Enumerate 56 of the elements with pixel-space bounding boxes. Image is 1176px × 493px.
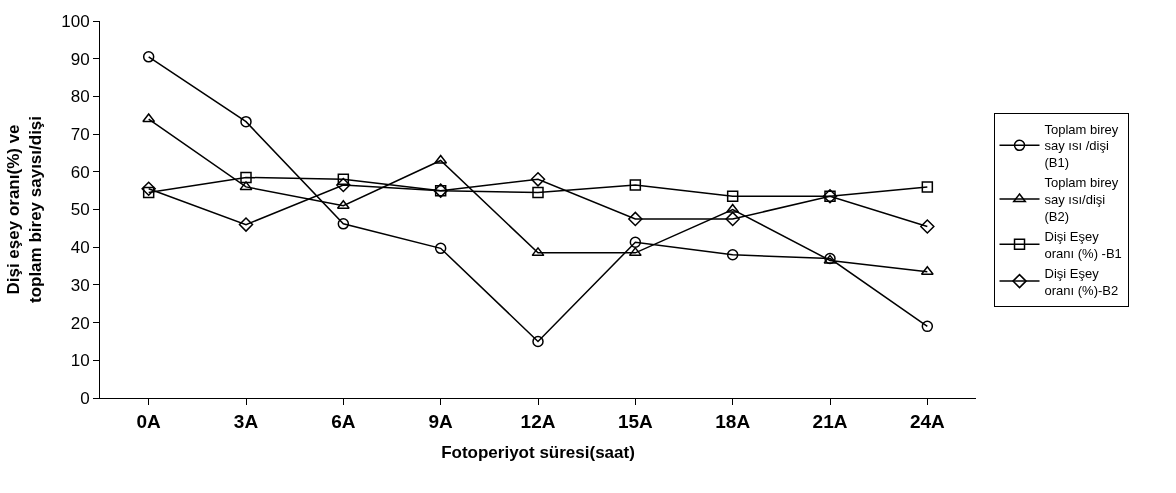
point xyxy=(530,172,546,187)
point xyxy=(336,177,351,193)
point xyxy=(629,179,642,191)
legend-label: Dişi Eşey oranı (%)-B2 xyxy=(1044,265,1119,298)
point xyxy=(142,113,156,123)
point xyxy=(921,181,934,193)
x-tick-label: 21A xyxy=(812,410,848,432)
point xyxy=(628,247,642,257)
legend-label: Toplam birey say ısı /dişi (B1) xyxy=(1044,121,1119,171)
point xyxy=(337,173,350,186)
x-axis-title: Fotoperiyot süresi(saat) xyxy=(441,443,635,463)
point xyxy=(142,186,155,199)
x-tick-label: 15A xyxy=(617,410,654,432)
point xyxy=(337,218,350,230)
point xyxy=(921,320,934,333)
x-tick-label: 0A xyxy=(136,410,162,432)
point xyxy=(141,181,156,197)
point xyxy=(628,211,643,227)
x-tick-label: 3A xyxy=(233,410,259,432)
x-tick-label: 18A xyxy=(715,410,751,432)
y-tick-label: 100 xyxy=(61,11,90,31)
point xyxy=(629,236,642,249)
point xyxy=(531,247,545,257)
point xyxy=(238,217,254,232)
point xyxy=(434,154,448,164)
x-tick-label: 9A xyxy=(428,410,454,432)
y-tick-label: 20 xyxy=(70,313,90,333)
point xyxy=(920,219,935,234)
y-tick-label: 0 xyxy=(80,388,90,408)
y-tick-label: 10 xyxy=(70,351,90,371)
point xyxy=(726,248,739,261)
point xyxy=(434,242,447,255)
x-tick-label: 6A xyxy=(331,410,356,432)
y-tick-label: 50 xyxy=(70,200,90,220)
x-tick-label: 24A xyxy=(909,410,946,432)
y-axis-title: Dişi eşey oranı(%) ve toplam birey sayısı/dişi xyxy=(3,115,45,304)
point xyxy=(726,190,739,203)
y-tick-label: 70 xyxy=(70,125,90,145)
point xyxy=(240,115,252,128)
y-tick-label: 60 xyxy=(70,162,90,182)
y-tick-label: 80 xyxy=(70,87,90,107)
y-tick-label: 90 xyxy=(70,49,90,69)
point xyxy=(239,181,253,191)
y-tick-label: 40 xyxy=(70,238,90,258)
point xyxy=(240,171,252,184)
y-tick-label: 30 xyxy=(70,275,90,295)
point xyxy=(726,203,740,213)
legend-label: Toplam birey say ısı/dişi (B2) xyxy=(1044,175,1119,225)
point xyxy=(142,51,155,63)
point xyxy=(532,186,544,199)
legend-label: Dişi Eşey oranı (%) -B1 xyxy=(1044,228,1122,261)
x-tick-label: 12A xyxy=(520,410,556,432)
point xyxy=(920,265,934,275)
point xyxy=(532,335,544,348)
point xyxy=(725,211,740,227)
point xyxy=(336,199,350,209)
